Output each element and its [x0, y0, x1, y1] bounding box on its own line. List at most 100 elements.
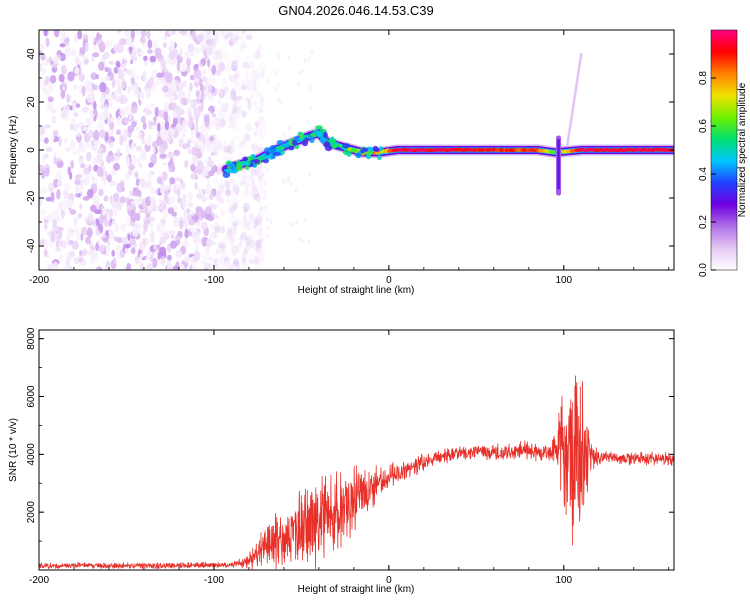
noise-blob [168, 230, 176, 235]
noise-blob [143, 221, 148, 232]
noise-blob [39, 43, 45, 52]
noise-blob [235, 77, 239, 88]
track-blob [264, 147, 271, 153]
noise-blob [132, 227, 139, 238]
noise-blob [255, 257, 262, 264]
noise-blob [206, 58, 211, 68]
noise-blob [204, 77, 210, 87]
noise-blob [80, 226, 88, 236]
noise-blob [235, 104, 239, 115]
noise-blob [255, 245, 263, 254]
noise-blob [193, 107, 201, 119]
noise-blob [243, 214, 248, 226]
noise-blob [254, 105, 262, 115]
noise-blob [144, 107, 148, 117]
noise-blob [260, 52, 264, 59]
track-blob [299, 132, 305, 140]
noise-blob [39, 238, 46, 246]
noise-blob [56, 171, 60, 180]
noise-blob [236, 95, 243, 101]
colorbar-tick-label: 0.4 [698, 167, 709, 181]
noise-blob [236, 242, 242, 253]
noise-blob [226, 229, 232, 240]
noise-blob [117, 115, 122, 126]
noise-blob [225, 198, 229, 203]
noise-blob [205, 205, 213, 216]
noise-blob [72, 102, 77, 114]
noise-blob [113, 67, 118, 74]
noise-blob [252, 86, 258, 92]
noise-blob [119, 196, 127, 204]
noise-blob [215, 183, 220, 189]
noise-blob [162, 35, 168, 41]
track-blob [376, 154, 382, 161]
noise-blob [184, 50, 191, 58]
noise-blob [161, 133, 169, 141]
noise-blob [215, 49, 221, 58]
noise-blob [178, 138, 184, 148]
noise-blob [39, 50, 43, 56]
noise-blob [228, 232, 232, 240]
noise-blob [252, 183, 258, 195]
x-tick-label: -200 [29, 275, 49, 286]
noise-blob [156, 136, 163, 146]
noise-blob [258, 63, 267, 72]
noise-blob [159, 246, 167, 257]
noise-blob [300, 68, 304, 74]
noise-blob [60, 64, 67, 75]
noise-blob [203, 85, 207, 91]
noise-blob [135, 30, 141, 36]
noise-blob [241, 31, 247, 36]
noise-blob [104, 66, 109, 73]
noise-blob [184, 222, 188, 229]
noise-blob [204, 117, 210, 128]
noise-blob [232, 59, 238, 65]
noise-blob [194, 81, 200, 88]
track-blob [320, 136, 326, 144]
noise-blob [90, 250, 98, 260]
track-blob [323, 131, 328, 139]
noise-blob [243, 206, 248, 214]
noise-blob [233, 134, 241, 139]
noise-blob [64, 137, 68, 144]
noise-blob [213, 59, 220, 67]
noise-blob [254, 167, 261, 175]
noise-blob [227, 57, 233, 62]
noise-blob [93, 45, 99, 50]
noise-blob [252, 190, 260, 200]
noise-blob [223, 38, 230, 46]
y-tick-label: 6000 [26, 385, 37, 408]
noise-blob [126, 196, 130, 207]
noise-blob [226, 179, 231, 190]
noise-blob [68, 240, 72, 246]
noise-blob [190, 129, 196, 137]
noise-blob [241, 254, 247, 264]
noise-blob [104, 266, 112, 270]
noise-blob [214, 221, 219, 233]
noise-blob [261, 69, 265, 74]
noise-blob [245, 34, 253, 40]
noise-blob [200, 111, 205, 118]
noise-blob [224, 235, 231, 242]
noise-blob [236, 113, 240, 121]
noise-blob [159, 200, 166, 206]
snr-y-ticks: 2000 4000 6000 8000 [26, 327, 674, 571]
noise-blob [176, 235, 181, 241]
noise-blob [96, 33, 103, 40]
noise-blob [221, 77, 229, 88]
noise-blob [212, 204, 216, 210]
noise-blob [223, 86, 229, 94]
noise-blob [303, 217, 307, 223]
noise-blob [122, 71, 128, 76]
noise-blob [243, 248, 248, 253]
noise-blob [113, 256, 117, 265]
noise-blob [77, 213, 83, 219]
noise-blob [225, 103, 229, 111]
noise-blob [43, 223, 48, 230]
noise-blob [184, 228, 189, 240]
noise-blob [61, 240, 67, 249]
noise-blob [164, 71, 170, 83]
noise-blob [163, 101, 169, 110]
noise-blob [230, 87, 236, 96]
noise-blob [98, 61, 105, 71]
